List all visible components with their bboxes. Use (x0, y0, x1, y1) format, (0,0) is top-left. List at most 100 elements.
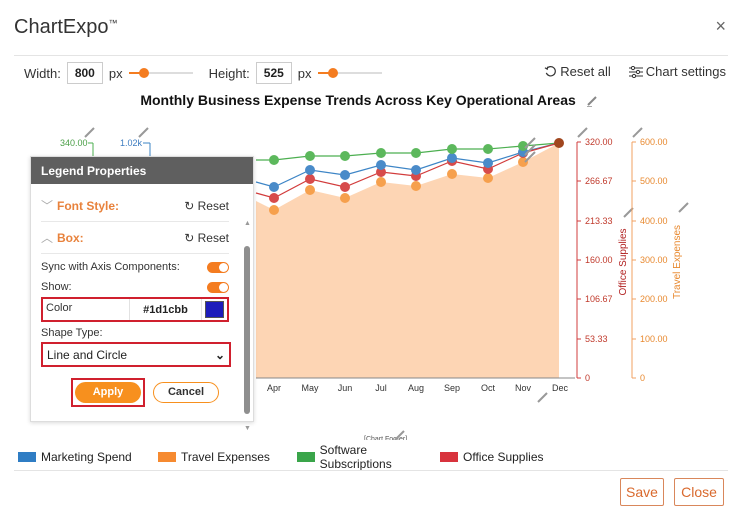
edit-pencil-icon (138, 127, 149, 138)
sync-toggle[interactable] (207, 261, 229, 273)
office-line (255, 142, 560, 199)
svg-text:53.33: 53.33 (585, 334, 608, 344)
svg-text:300.00: 300.00 (640, 255, 668, 265)
edit-pencil-icon (394, 430, 405, 440)
marketing-points (269, 147, 528, 192)
edit-pencil-icon (84, 127, 95, 138)
divider (14, 470, 728, 471)
chart-title[interactable]: Monthly Business Expense Trends Across K… (0, 92, 738, 108)
chart-settings-button[interactable]: Chart settings (628, 64, 726, 79)
legend-item-software[interactable]: Software Subscriptions (297, 443, 440, 471)
chart-footer: [Chart Footer] (364, 436, 407, 440)
svg-text:320.00: 320.00 (585, 137, 613, 147)
office-supplies-axis-title: Office Supplies (618, 228, 629, 295)
software-axis-top: 340.00 (60, 138, 88, 148)
apply-button[interactable]: Apply (75, 382, 141, 403)
width-unit: px (108, 65, 123, 81)
chevron-down-icon: ﹀ (41, 199, 54, 213)
svg-text:May: May (301, 383, 319, 393)
software-points (269, 141, 528, 165)
dec-point (554, 138, 564, 148)
marketing-axis-top: 1.02k (120, 138, 143, 148)
software-line (256, 142, 560, 161)
svg-text:Dec: Dec (552, 383, 569, 393)
height-slider[interactable] (317, 66, 382, 80)
width-label: Width: (24, 65, 61, 81)
reset-icon (544, 66, 557, 77)
svg-text:266.67: 266.67 (585, 176, 613, 186)
legend-item-travel[interactable]: Travel Expenses (158, 443, 297, 471)
slider-handle[interactable] (327, 68, 338, 78)
svg-text:Apr: Apr (267, 383, 281, 393)
travel-area (256, 143, 559, 378)
svg-text:0: 0 (640, 373, 645, 383)
height-unit: px (297, 65, 312, 81)
chevron-up-icon: ︿ (41, 231, 54, 245)
chart-legend: Marketing Spend Travel Expenses Software… (18, 443, 544, 471)
width-input[interactable]: 800 (66, 62, 103, 84)
height-label: Height: (208, 65, 250, 81)
legend-swatch (440, 452, 458, 462)
cancel-button[interactable]: Cancel (153, 382, 219, 403)
legend-swatch (297, 452, 315, 462)
apply-highlight: Apply (71, 378, 145, 407)
box-reset-button[interactable]: ↻ Reset (184, 230, 229, 245)
show-label: Show: (41, 281, 72, 293)
edit-pencil-icon (524, 137, 536, 163)
marketing-axis: 1.02k (120, 127, 151, 157)
panel-scrollbar[interactable]: ▲ ▼ (244, 220, 251, 432)
office-supplies-axis: 320.00 266.67 213.33 160.00 106.67 53.33 0 Off… (576, 127, 634, 383)
legend-swatch (158, 452, 176, 462)
svg-text:Nov: Nov (515, 383, 532, 393)
legend-swatch (18, 452, 36, 462)
svg-text:Oct: Oct (481, 383, 496, 393)
edit-pencil-icon (537, 392, 548, 403)
color-swatch[interactable] (201, 299, 227, 320)
chevron-down-icon: ⌄ (214, 347, 225, 362)
color-label: Color (46, 302, 73, 314)
legend-properties-panel: Legend Properties ﹀ Font Style: ↻ Reset ︿… (30, 156, 254, 432)
travel-expenses-axis-title: Travel Expenses (672, 225, 683, 299)
sliders-icon (628, 65, 643, 78)
slider-handle[interactable] (138, 68, 149, 78)
travel-expenses-axis: 600.00 500.00 400.00 300.00 200.00 100.00 0 Tr… (631, 127, 689, 383)
svg-text:Jul: Jul (375, 383, 387, 393)
toolbar-actions: Reset all Chart settings (544, 64, 726, 79)
chart-canvas: 340.00 1.02k Apr May Jun Jul Aug Sep Oct Nov Dec… (60, 127, 689, 440)
color-field: Color #1d1cbb (41, 297, 229, 322)
font-style-reset-button[interactable]: ↻ Reset (184, 198, 229, 213)
svg-text:213.33: 213.33 (585, 216, 613, 226)
svg-text:500.00: 500.00 (640, 176, 668, 186)
shape-type-label: Shape Type: (41, 327, 103, 339)
svg-text:106.67: 106.67 (585, 294, 613, 304)
edit-pencil-icon[interactable] (586, 95, 598, 108)
software-axis: 340.00 (60, 127, 95, 157)
svg-text:Jun: Jun (338, 383, 353, 393)
font-style-section[interactable]: ﹀ Font Style: ↻ Reset (41, 190, 229, 222)
shape-type-select[interactable]: Line and Circle ⌄ (41, 342, 231, 367)
sync-label: Sync with Axis Components: (41, 261, 180, 273)
svg-text:400.00: 400.00 (640, 216, 668, 226)
svg-text:Aug: Aug (408, 383, 424, 393)
svg-text:100.00: 100.00 (640, 334, 668, 344)
legend-item-marketing[interactable]: Marketing Spend (18, 443, 158, 471)
svg-text:160.00: 160.00 (585, 255, 613, 265)
height-input[interactable]: 525 (255, 62, 292, 84)
show-toggle[interactable] (207, 281, 229, 293)
app-title: ChartExpo™ (14, 16, 118, 38)
reset-all-button[interactable]: Reset all (544, 64, 611, 79)
divider (14, 55, 728, 56)
save-button[interactable]: Save (620, 478, 664, 506)
marketing-line (255, 142, 560, 188)
panel-title: Legend Properties (31, 157, 253, 184)
x-axis-labels: Apr May Jun Jul Aug Sep Oct Nov Dec (267, 383, 569, 393)
scrollbar-thumb[interactable] (244, 246, 250, 414)
close-icon[interactable]: × (715, 16, 726, 36)
width-slider[interactable] (128, 66, 193, 80)
legend-item-office[interactable]: Office Supplies (440, 443, 544, 471)
color-hex-input[interactable]: #1d1cbb (129, 299, 201, 320)
travel-points (269, 157, 528, 215)
box-section[interactable]: ︿ Box: ↻ Reset (41, 222, 229, 254)
svg-text:600.00: 600.00 (640, 137, 668, 147)
close-button[interactable]: Close (674, 478, 724, 506)
